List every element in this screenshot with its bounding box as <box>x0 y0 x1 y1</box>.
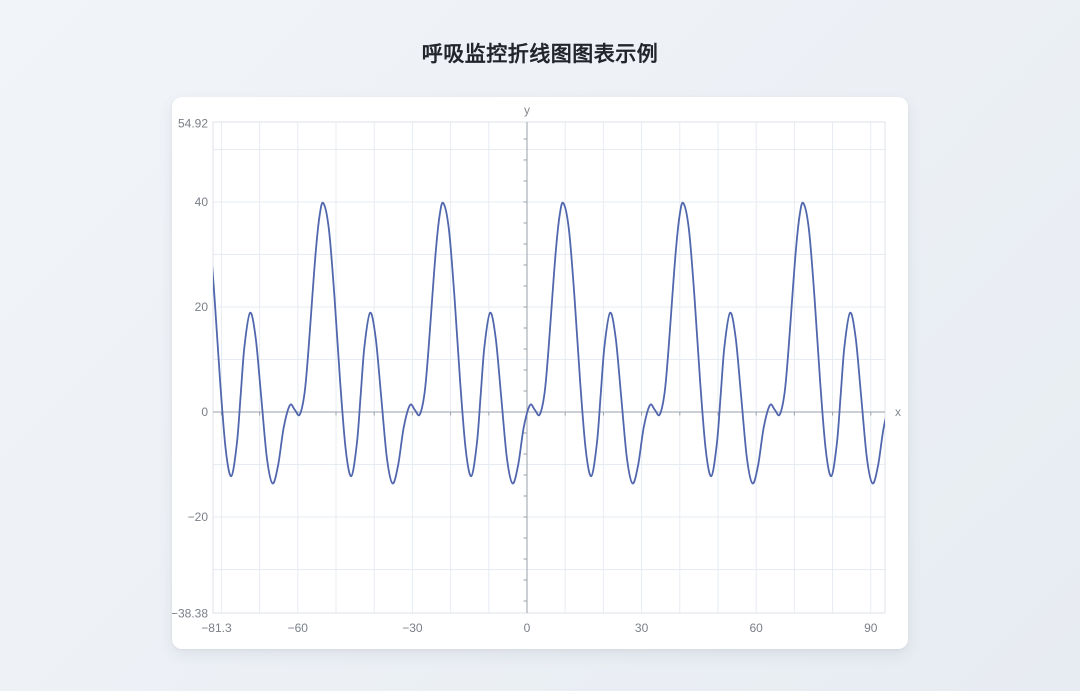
y-tick-label: 0 <box>201 405 208 419</box>
axis-zero-lines <box>213 122 885 613</box>
y-tick-labels: −38.38 −20 0 20 40 54.92 <box>172 117 208 621</box>
axis-name-labels: xy <box>524 103 901 419</box>
x-tick-label: −60 <box>288 621 309 635</box>
y-tick-label: 20 <box>195 300 209 314</box>
x-axis-name: x <box>895 405 901 419</box>
x-tick-label: −81.3 <box>201 621 232 635</box>
grid-lines <box>213 122 885 613</box>
x-tick-labels: −81.3 −60 −30 0 30 60 90 <box>201 621 877 635</box>
x-tick-label: 60 <box>750 621 764 635</box>
y-tick-label: −20 <box>188 510 209 524</box>
chart-card: −81.3 −60 −30 0 30 60 90 −38.38 −20 0 20 40 54.92 x… <box>172 97 908 649</box>
plot-border <box>212 121 886 614</box>
breath-waveform-line <box>213 201 885 485</box>
y-tick-label: 54.92 <box>178 117 208 131</box>
page-title: 呼吸监控折线图图表示例 <box>421 43 659 66</box>
x-tick-label: −30 <box>402 621 423 635</box>
y-tick-label: 40 <box>195 195 209 209</box>
plot-frame <box>212 121 886 614</box>
function-plot-canvas[interactable]: −81.3 −60 −30 0 30 60 90 −38.38 −20 0 20 40 54.92 x… <box>172 97 908 649</box>
y-tick-label: −38.38 <box>172 607 208 621</box>
y-axis-name: y <box>524 103 530 117</box>
x-tick-label: 90 <box>864 621 878 635</box>
x-tick-label: 0 <box>524 621 531 635</box>
x-tick-label: 30 <box>635 621 649 635</box>
